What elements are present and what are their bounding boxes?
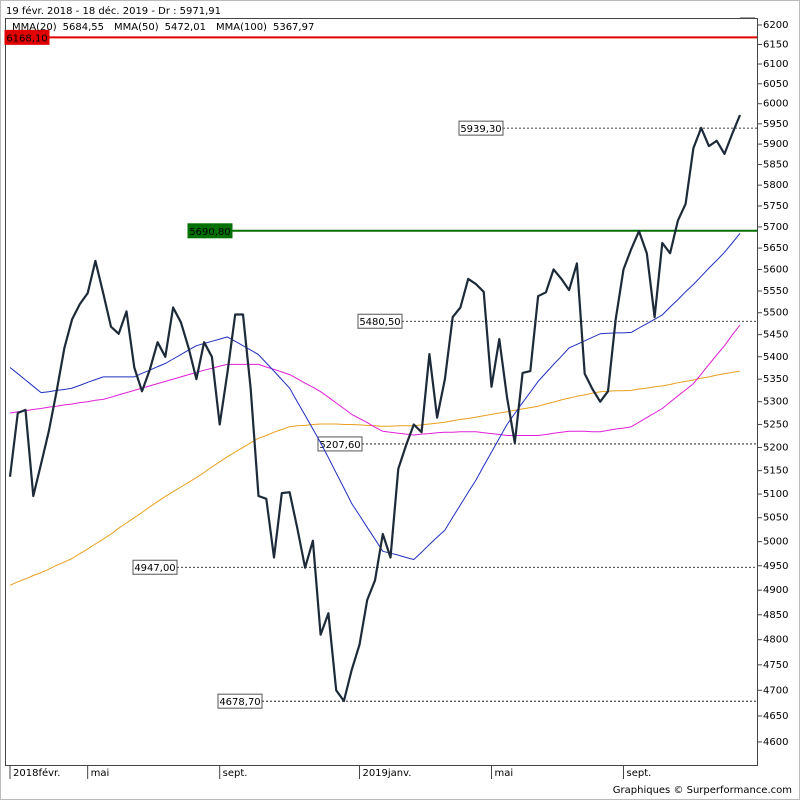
level-box <box>357 313 403 329</box>
level-box <box>317 436 363 452</box>
y-tick-label: 5350 <box>763 374 788 385</box>
y-tick-label: 5200 <box>763 442 788 453</box>
x-tick-label: sept. <box>627 768 652 779</box>
y-tick-label: 5900 <box>763 139 788 150</box>
y-tick-label: 6100 <box>763 59 788 70</box>
y-tick-label: 4950 <box>763 561 788 572</box>
series-line <box>9 370 741 586</box>
x-tick-label: mai <box>494 768 513 779</box>
plot-frame <box>5 18 758 766</box>
footer: Graphiques © Surperformance.com <box>613 785 792 796</box>
x-tick-label: mai <box>91 768 110 779</box>
y-tick-label: 6200 <box>763 20 788 31</box>
y-tick-label: 4600 <box>763 737 788 748</box>
level-box <box>4 29 50 45</box>
level-label: 5207,60 <box>319 440 360 451</box>
level-box <box>132 559 178 575</box>
level-label: 5939,30 <box>460 124 501 135</box>
y-tick-label: 5100 <box>763 489 788 500</box>
y-tick-label: 5400 <box>763 352 788 363</box>
y-tick-label: 5300 <box>763 397 788 408</box>
y-tick-label: 4650 <box>763 711 788 722</box>
x-tick-label: sept. <box>223 768 248 779</box>
level-label: 6168,10 <box>6 33 47 44</box>
y-tick-label: 6000 <box>763 99 788 110</box>
y-tick-label: 5850 <box>763 160 788 171</box>
series-line <box>9 324 741 436</box>
y-tick-label: 4900 <box>763 585 788 596</box>
y-tick-label: 5250 <box>763 419 788 430</box>
level-box <box>187 223 233 239</box>
y-tick-label: 5950 <box>763 119 788 130</box>
y-tick-label: 5650 <box>763 243 788 254</box>
legend-name: MMA(20) <box>12 22 57 33</box>
level-label: 5480,50 <box>359 317 400 328</box>
y-tick-label: 5600 <box>763 264 788 275</box>
level-box <box>458 120 504 136</box>
legend-name: MMA(50) <box>114 22 159 33</box>
y-tick-label: 5450 <box>763 330 788 341</box>
y-tick-label: 5150 <box>763 466 788 477</box>
y-tick-label: 5700 <box>763 222 788 233</box>
y-tick-label: 6150 <box>763 39 788 50</box>
legend-value: 5367,97 <box>273 22 314 33</box>
x-tick-label: 2018févr. <box>13 767 60 779</box>
y-tick-label: 5500 <box>763 308 788 319</box>
y-tick-label: 4850 <box>763 610 788 621</box>
chart-title: 19 févr. 2018 - 18 déc. 2019 - Dr : 5971… <box>6 5 221 17</box>
level-label: 4947,00 <box>134 563 175 574</box>
x-tick-label: 2019janv. <box>362 768 411 779</box>
y-tick-label: 4700 <box>763 685 788 696</box>
legend-value: 5684,55 <box>63 22 104 33</box>
y-tick-label: 4800 <box>763 635 788 646</box>
y-tick-label: 4750 <box>763 660 788 671</box>
y-tick-label: 6050 <box>763 79 788 90</box>
y-tick-label: 5050 <box>763 513 788 524</box>
legend-name: MMA(100) <box>216 22 267 33</box>
level-box <box>217 693 263 709</box>
y-tick-label: 5000 <box>763 537 788 548</box>
series-line <box>8 114 742 703</box>
legend-value: 5472,01 <box>165 22 206 33</box>
level-label: 4678,70 <box>219 697 260 708</box>
y-tick-label: 5550 <box>763 286 788 297</box>
series-line <box>9 232 741 560</box>
y-tick-label: 5750 <box>763 201 788 212</box>
level-label: 5690,80 <box>189 227 230 238</box>
y-tick-label: 5800 <box>763 180 788 191</box>
